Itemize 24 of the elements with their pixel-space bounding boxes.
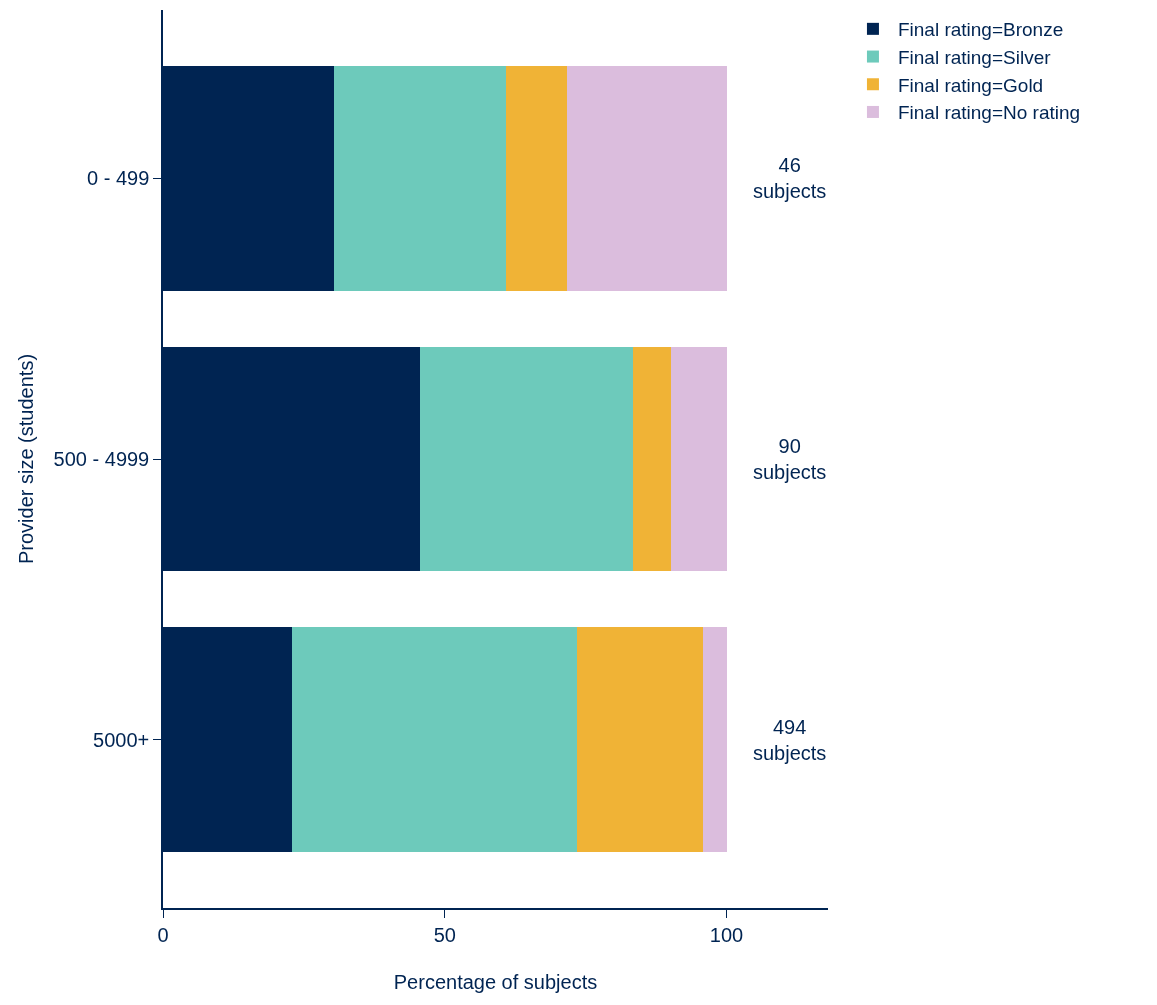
bar — [505, 66, 568, 291]
bar — [419, 346, 634, 572]
bar — [670, 346, 728, 572]
bar — [292, 627, 578, 852]
x-tick-label: 0 — [157, 923, 169, 946]
bar — [334, 66, 506, 291]
x-axis-title: Percentage of subjects — [393, 970, 598, 993]
legend-label: Final rating=Bronze — [897, 19, 1064, 41]
y-axis-title: Provider size (students) — [14, 353, 37, 565]
legend-label: Final rating=No rating — [897, 102, 1081, 124]
annotation: 494 subjects — [753, 716, 827, 764]
y-tick-label: 500 - 4999 — [53, 448, 150, 470]
legend-label: Final rating=Gold — [897, 74, 1044, 96]
y-tick-label: 0 - 499 — [86, 167, 150, 190]
legend-label: Final rating=Silver — [897, 46, 1052, 68]
bar — [567, 66, 727, 291]
x-tick-label: 50 — [433, 923, 456, 946]
bar — [702, 627, 728, 852]
annotation: 90 subjects — [753, 435, 827, 483]
annotation: 46 subjects — [753, 154, 827, 202]
bar — [577, 627, 703, 852]
x-tick-label: 100 — [709, 923, 744, 946]
bar — [633, 346, 671, 572]
y-tick-label: 5000+ — [93, 728, 150, 751]
